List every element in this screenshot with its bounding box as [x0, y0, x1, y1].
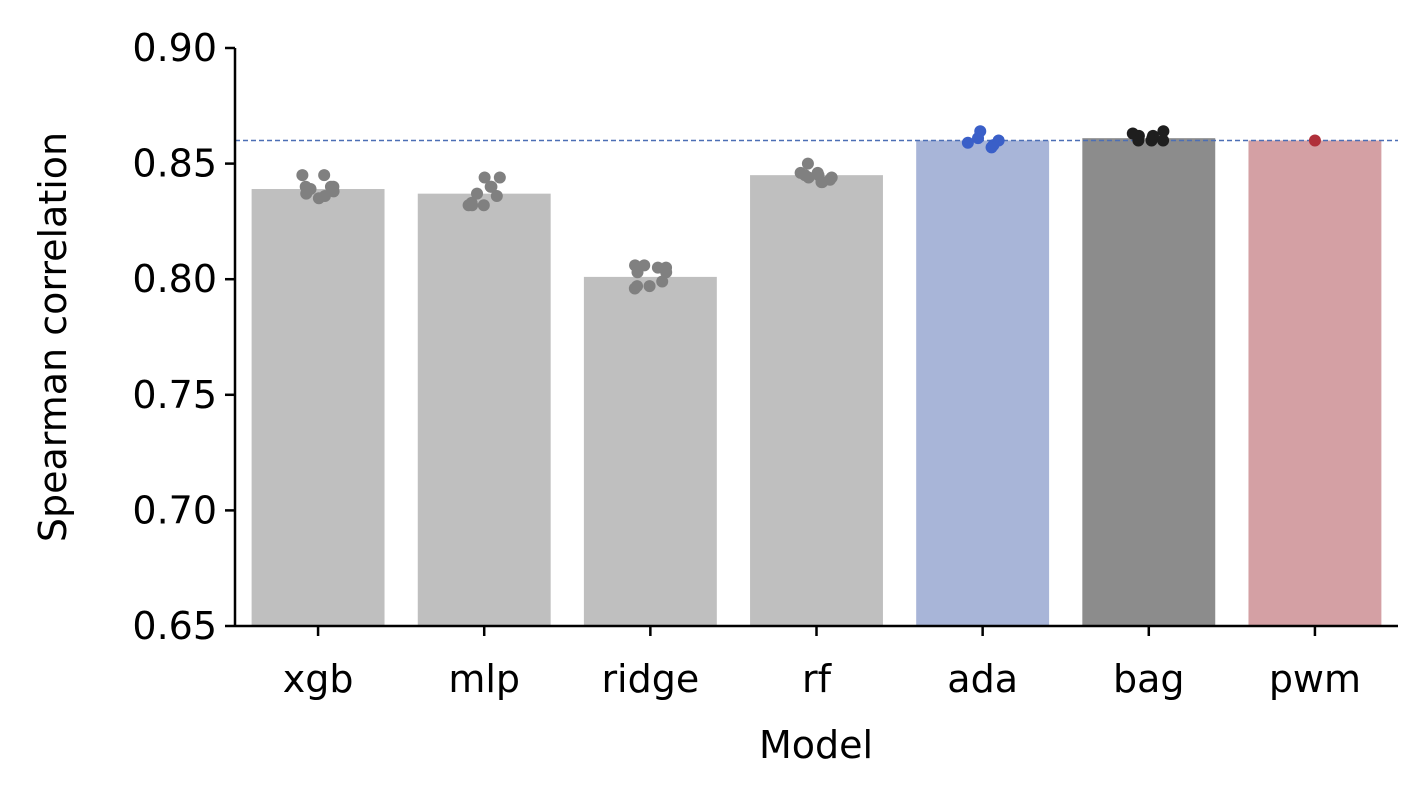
bar-xgb	[251, 189, 385, 627]
point-mlp	[465, 196, 478, 209]
point-mlp	[493, 171, 506, 184]
point-ada	[974, 125, 987, 138]
bar-ada	[916, 140, 1050, 627]
point-bag	[1157, 134, 1170, 147]
x-tick-label-xgb: xgb	[283, 657, 354, 701]
point-rf	[825, 171, 838, 184]
points-layer	[296, 125, 1321, 295]
point-xgb	[312, 192, 325, 205]
point-ridge	[628, 282, 641, 295]
x-tick-label-pwm: pwm	[1269, 657, 1361, 701]
point-rf	[801, 157, 814, 170]
point-mlp	[471, 187, 484, 200]
bar-bag	[1082, 138, 1216, 626]
point-rf	[816, 176, 829, 189]
point-ridge	[643, 280, 656, 293]
bars-layer	[251, 138, 1382, 627]
point-bag	[1157, 125, 1170, 138]
point-mlp	[485, 180, 498, 193]
y-tick-label: 0.80	[132, 257, 217, 301]
point-ada	[961, 136, 974, 149]
x-tick-label-mlp: mlp	[448, 657, 520, 701]
y-tick-label: 0.75	[132, 373, 217, 417]
point-bag	[1145, 134, 1158, 147]
point-ridge	[656, 275, 669, 288]
bar-mlp	[417, 193, 551, 626]
x-tick-label-bag: bag	[1113, 657, 1185, 701]
y-tick-label: 0.90	[132, 26, 217, 70]
point-ridge	[660, 261, 673, 274]
point-ridge	[631, 266, 644, 279]
point-bag	[1132, 134, 1145, 147]
point-rf	[811, 166, 824, 179]
x-tick-label-rf: rf	[802, 657, 833, 701]
point-mlp	[490, 189, 503, 202]
point-xgb	[296, 169, 309, 182]
point-xgb	[318, 169, 331, 182]
y-axis-label: Spearman correlation	[31, 132, 75, 542]
point-rf	[802, 171, 815, 184]
point-xgb	[327, 180, 340, 193]
bar-rf	[750, 175, 883, 626]
bar-ridge	[583, 276, 717, 626]
y-tick-label: 0.70	[132, 488, 217, 532]
y-tick-label: 0.85	[132, 142, 217, 186]
point-mlp	[477, 199, 490, 212]
x-tick-label-ridge: ridge	[601, 657, 699, 701]
point-ada	[985, 141, 998, 154]
x-axis-label: Model	[759, 723, 873, 767]
y-tick-label: 0.65	[132, 604, 217, 648]
point-pwm	[1308, 134, 1321, 147]
x-tick-label-ada: ada	[947, 657, 1018, 701]
x-ticks-layer: xgb mlp ridge rf ada bag pwm	[283, 626, 1361, 701]
point-xgb	[300, 187, 313, 200]
point-mlp	[478, 171, 491, 184]
bar-pwm	[1248, 140, 1382, 627]
y-ticks-layer: 0.65 0.70 0.75 0.80 0.85 0.90	[132, 26, 235, 648]
